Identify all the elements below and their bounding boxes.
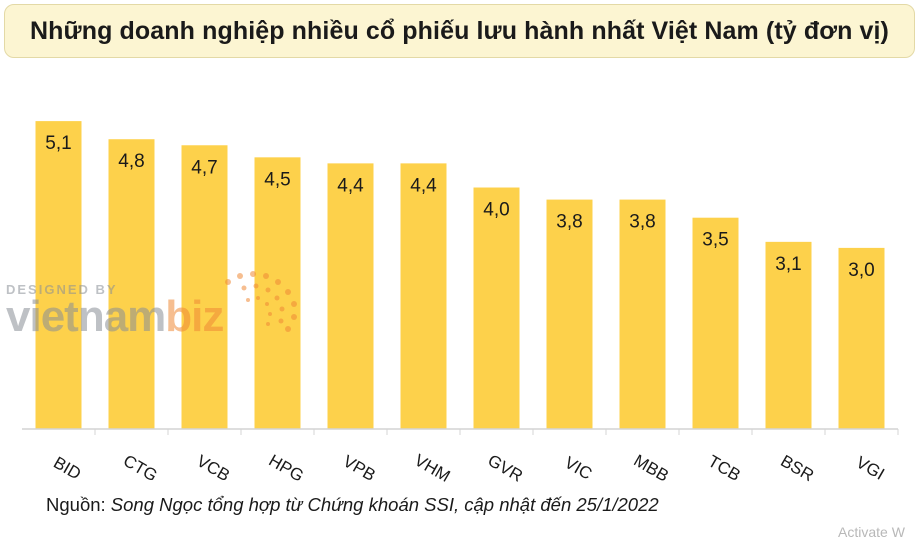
chart-title-box: Những doanh nghiệp nhiều cổ phiếu lưu hà… [4,4,915,58]
value-label-gvr: 4,0 [483,200,509,221]
value-label-vhm: 4,4 [410,175,437,196]
value-label-vpb: 4,4 [337,175,364,196]
bar-vhm [400,163,447,430]
category-label-vhm: VHM [411,451,453,486]
chart-title: Những doanh nghiệp nhiều cổ phiếu lưu hà… [30,16,889,45]
source-text: Song Ngọc tổng hợp từ Chứng khoán SSI, c… [110,494,659,515]
value-label-vgi: 3,0 [848,260,874,281]
category-label-gvr: GVR [485,451,526,486]
value-label-hpg: 4,5 [264,169,290,190]
bars-group [35,121,885,430]
tick-labels-group: BID CTG VCB HPG VPB VHM GVR VIC MBB TCB BSR VGI [50,451,887,486]
category-label-vgi: VGI [853,453,888,484]
category-label-vic: VIC [561,453,595,484]
value-label-tcb: 3,5 [702,230,728,251]
category-label-vpb: VPB [340,452,379,485]
bar-mbb [619,199,666,429]
watermark-brand: vietnambiz [6,292,224,341]
bar-tcb [692,217,739,429]
watermark-designed-by: DESIGNED BY [6,282,118,297]
category-label-bid: BID [50,453,84,484]
bar-bid [35,121,82,429]
category-label-bsr: BSR [777,451,817,485]
value-label-ctg: 4,8 [118,151,144,172]
bar-hpg [254,157,301,430]
x-axis-ticks [94,429,899,435]
value-label-mbb: 3,8 [629,212,655,233]
category-label-tcb: TCB [705,452,744,485]
bar-ctg [108,139,155,429]
value-label-vcb: 4,7 [191,157,217,178]
value-label-bsr: 3,1 [775,254,801,275]
category-label-vcb: VCB [193,451,233,485]
value-labels-group: 5,1 4,8 4,7 4,5 4,4 4,4 4,0 3,8 3,8 3,5 3,1 3,0 [45,133,874,281]
bar-bsr [765,241,812,429]
watermark: DESIGNED BY vietnambiz [6,271,306,352]
bar-vic [546,199,593,429]
bar-vgi [838,247,885,429]
bar-gvr [473,187,520,429]
bar-vcb [181,145,228,429]
source-label: Nguồn: [46,494,106,515]
category-label-mbb: MBB [631,451,672,486]
bar-vpb [327,163,374,430]
source-note: Nguồn: Song Ngọc tổng hợp từ Chứng khoán… [46,494,659,516]
activate-windows-overlay: Activate W [838,524,905,540]
category-label-hpg: HPG [266,451,307,486]
category-label-ctg: CTG [120,451,161,485]
value-label-bid: 5,1 [45,133,71,154]
dots-logo-icon [225,271,297,332]
value-label-vic: 3,8 [556,212,582,233]
